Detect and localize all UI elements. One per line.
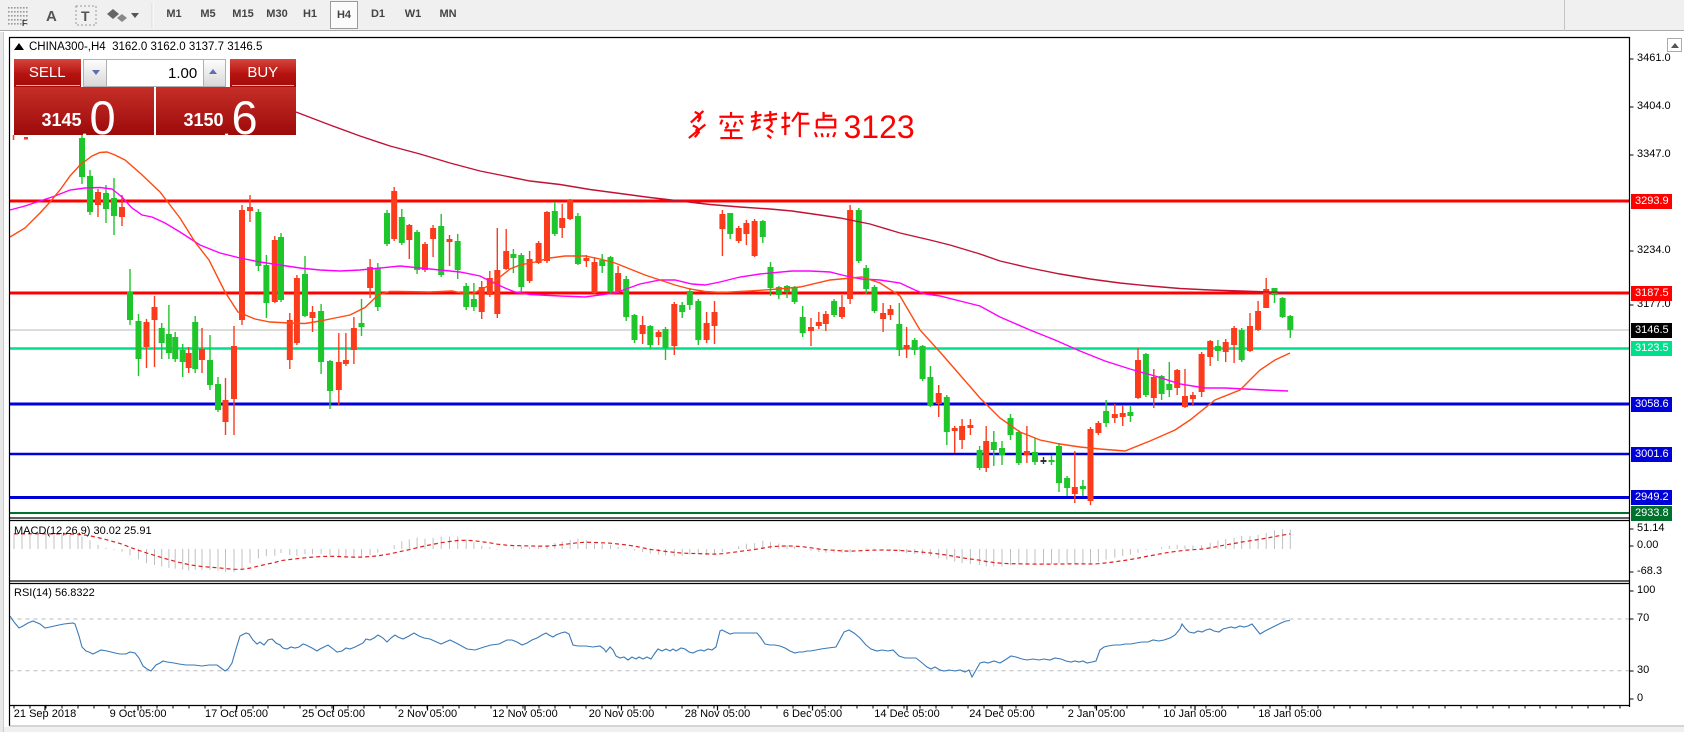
svg-text:F: F (22, 19, 27, 28)
svg-text:A: A (46, 8, 57, 25)
svg-text:3123: 3123 (844, 109, 915, 145)
svg-text:T: T (81, 8, 90, 24)
